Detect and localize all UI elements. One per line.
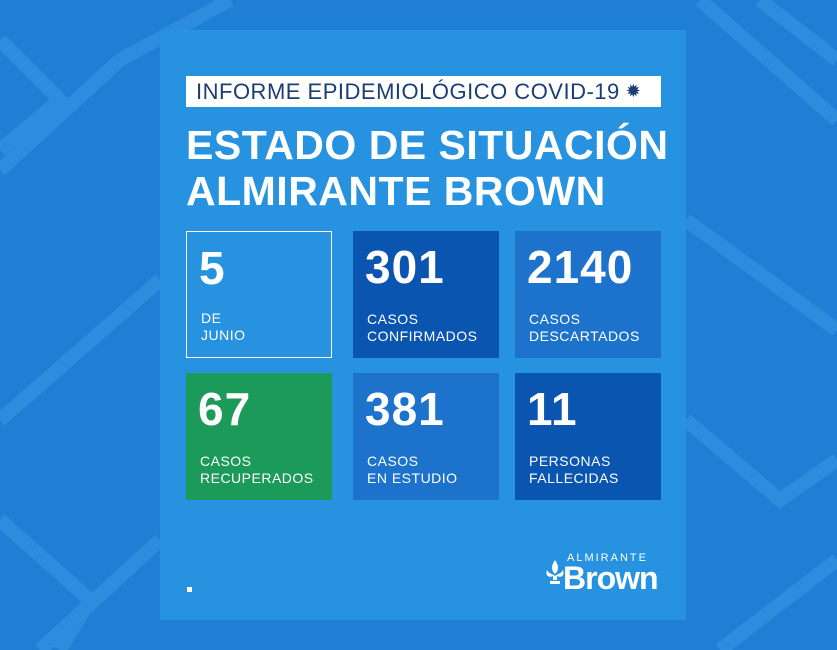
deceased-card: 11 PERSONAS FALLECIDAS	[515, 373, 661, 500]
discarded-label-line-2: DESCARTADOS	[529, 328, 640, 344]
deceased-label-line-1: PERSONAS	[529, 453, 611, 469]
date-card: 5 DE JUNIO	[186, 231, 332, 358]
confirmed-label-line-1: CASOS	[367, 311, 419, 327]
date-day: 5	[199, 242, 226, 294]
recovered-cases-label: CASOS RECUPERADOS	[200, 453, 314, 487]
under-study-value: 381	[365, 383, 445, 435]
recovered-cases-card: 67 CASOS RECUPERADOS	[186, 373, 332, 500]
decorative-dot	[187, 587, 192, 592]
date-label: DE JUNIO	[201, 310, 246, 344]
logo-small-text: ALMIRANTE	[567, 552, 648, 564]
title-line-2: ALMIRANTE BROWN	[186, 168, 606, 214]
report-header: INFORME EPIDEMIOLÓGICO COVID-19 ✹	[186, 76, 661, 107]
title-line-1: ESTADO DE SITUACIÓN	[186, 122, 669, 168]
recovered-label-line-1: CASOS	[200, 453, 252, 469]
under-study-card: 381 CASOS EN ESTUDIO	[353, 373, 499, 500]
virus-icon: ✹	[625, 81, 642, 101]
recovered-label-line-2: RECUPERADOS	[200, 470, 314, 486]
discarded-cases-card: 2140 CASOS DESCARTADOS	[515, 231, 661, 358]
under-study-label-line-2: EN ESTUDIO	[367, 470, 458, 486]
confirmed-label-line-2: CONFIRMADOS	[367, 328, 478, 344]
fleur-de-lis-icon	[546, 560, 564, 584]
date-label-line-2: JUNIO	[201, 327, 246, 343]
under-study-label-line-1: CASOS	[367, 453, 419, 469]
confirmed-cases-value: 301	[365, 241, 445, 293]
page-title: ESTADO DE SITUACIÓN ALMIRANTE BROWN	[186, 122, 669, 214]
discarded-cases-label: CASOS DESCARTADOS	[529, 311, 640, 345]
deceased-label-line-2: FALLECIDAS	[529, 470, 619, 486]
logo-big-text: Brown	[563, 560, 659, 596]
under-study-label: CASOS EN ESTUDIO	[367, 453, 458, 487]
confirmed-cases-label: CASOS CONFIRMADOS	[367, 311, 478, 345]
report-header-label: INFORME EPIDEMIOLÓGICO COVID-19	[196, 78, 620, 104]
date-label-line-1: DE	[201, 310, 222, 326]
recovered-cases-value: 67	[198, 383, 252, 435]
deceased-value: 11	[527, 383, 578, 435]
discarded-cases-value: 2140	[527, 241, 634, 293]
confirmed-cases-card: 301 CASOS CONFIRMADOS	[353, 231, 499, 358]
deceased-label: PERSONAS FALLECIDAS	[529, 453, 619, 487]
almirante-brown-logo: ALMIRANTE Brown	[545, 550, 665, 600]
discarded-label-line-1: CASOS	[529, 311, 581, 327]
